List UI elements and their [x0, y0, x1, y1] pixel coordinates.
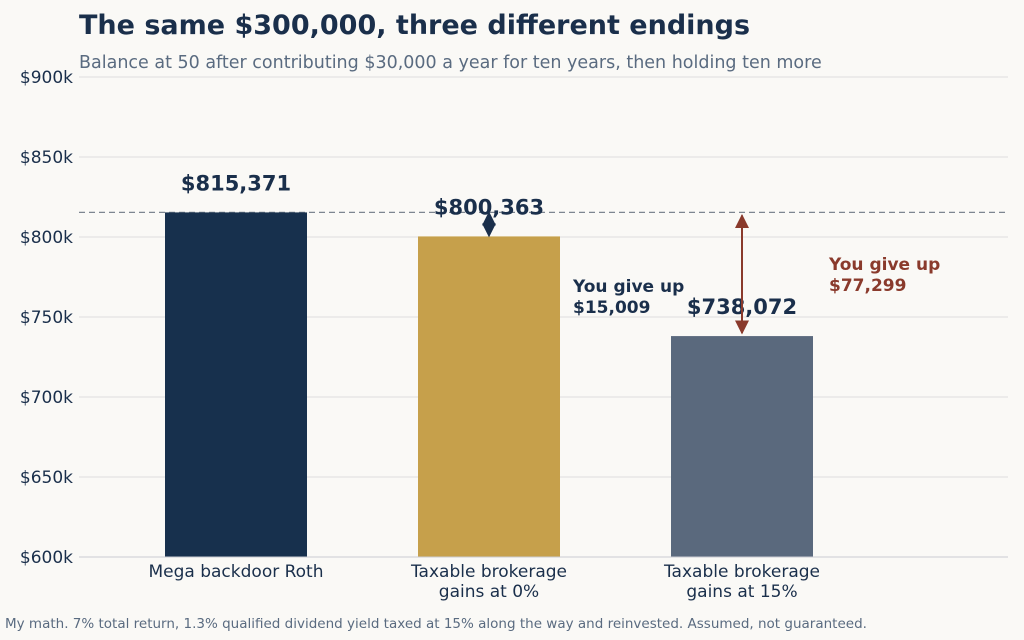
y-tick-label: $850k [20, 148, 73, 168]
x-tick-label: gains at 15% [686, 582, 797, 602]
chart-title: The same $300,000, three different endin… [79, 10, 751, 41]
y-tick-label: $650k [20, 468, 73, 488]
annotation-text: You give up [572, 277, 684, 297]
data-label: $800,363 [434, 195, 544, 219]
bar [671, 336, 813, 557]
y-tick-label: $700k [20, 388, 73, 408]
footnote: My math. 7% total return, 1.3% qualified… [5, 616, 867, 632]
x-tick-label: Mega backdoor Roth [148, 562, 323, 582]
annotation-text: You give up [828, 255, 940, 275]
annotation-text: $77,299 [829, 276, 906, 296]
annotation-text: $15,009 [573, 298, 650, 318]
x-tick-label: Taxable brokerage [663, 562, 820, 582]
y-tick-label: $600k [20, 548, 73, 568]
y-tick-label: $750k [20, 308, 73, 328]
bar [418, 236, 560, 558]
y-tick-label: $900k [20, 68, 73, 88]
bar [165, 212, 307, 557]
x-tick-label: Taxable brokerage [410, 562, 567, 582]
x-tick-label: gains at 0% [439, 582, 539, 602]
y-tick-label: $800k [20, 228, 73, 248]
data-label: $815,371 [181, 171, 291, 195]
chart-subtitle: Balance at 50 after contributing $30,000… [79, 53, 822, 73]
